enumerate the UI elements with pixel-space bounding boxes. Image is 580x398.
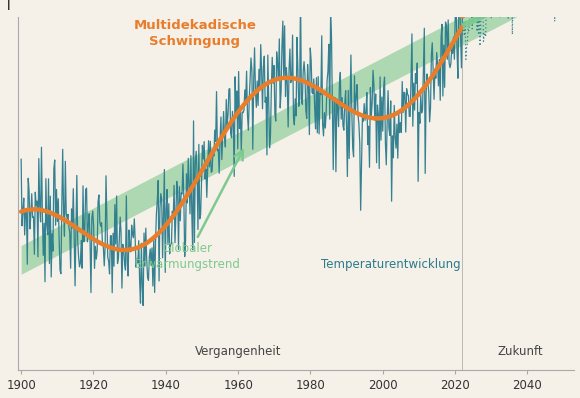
Y-axis label: T: T	[5, 0, 14, 13]
Text: Zukunft: Zukunft	[498, 345, 543, 358]
Text: Globaler
Erwärmungstrend: Globaler Erwärmungstrend	[135, 150, 243, 271]
Text: Multidekadische
Schwingung: Multidekadische Schwingung	[133, 19, 256, 48]
Text: Temperaturentwicklung: Temperaturentwicklung	[321, 258, 461, 271]
Text: Vergangenheit: Vergangenheit	[195, 345, 281, 358]
